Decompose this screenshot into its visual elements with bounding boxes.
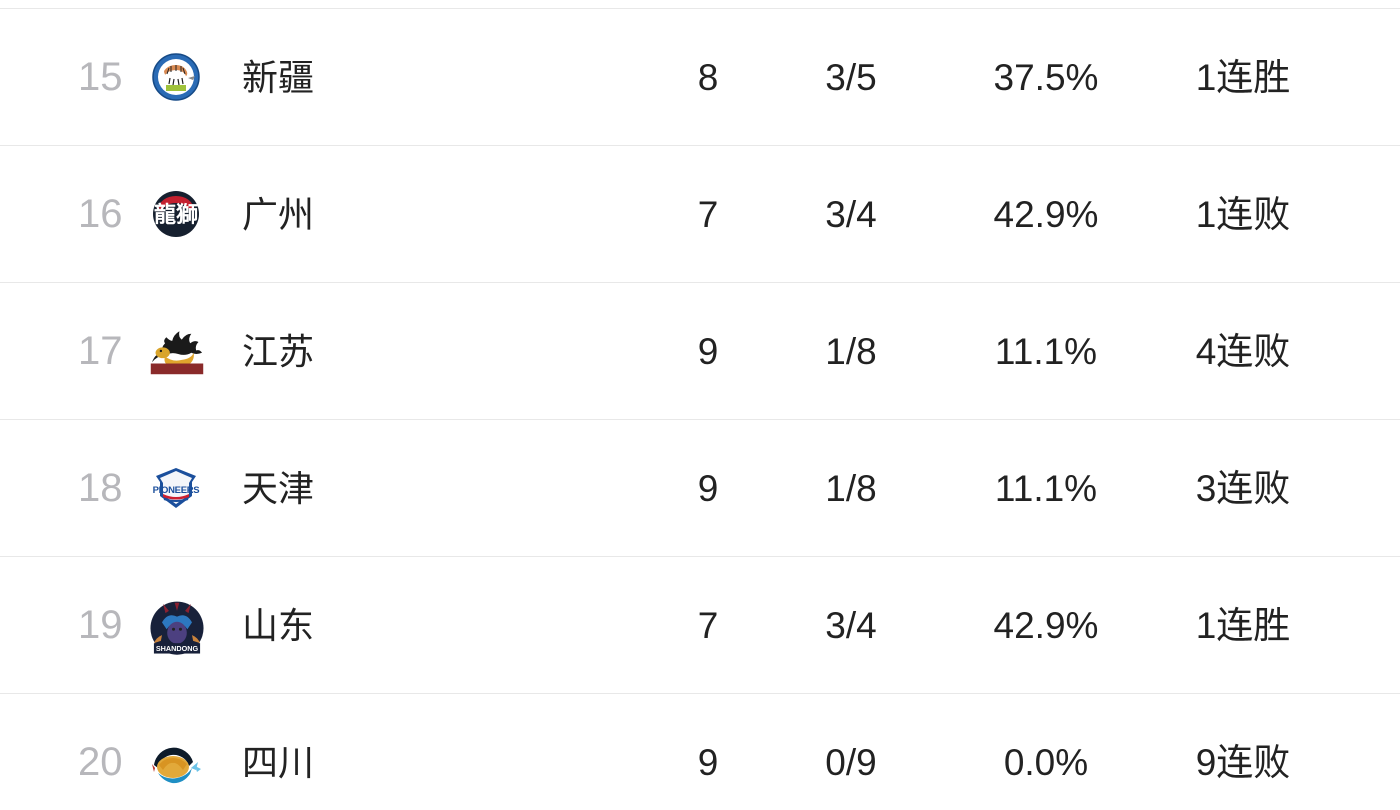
svg-text:龍獅: 龍獅: [154, 202, 198, 227]
svg-text:SHANDONG: SHANDONG: [156, 644, 199, 653]
svg-text:PIONEERS: PIONEERS: [153, 485, 200, 496]
